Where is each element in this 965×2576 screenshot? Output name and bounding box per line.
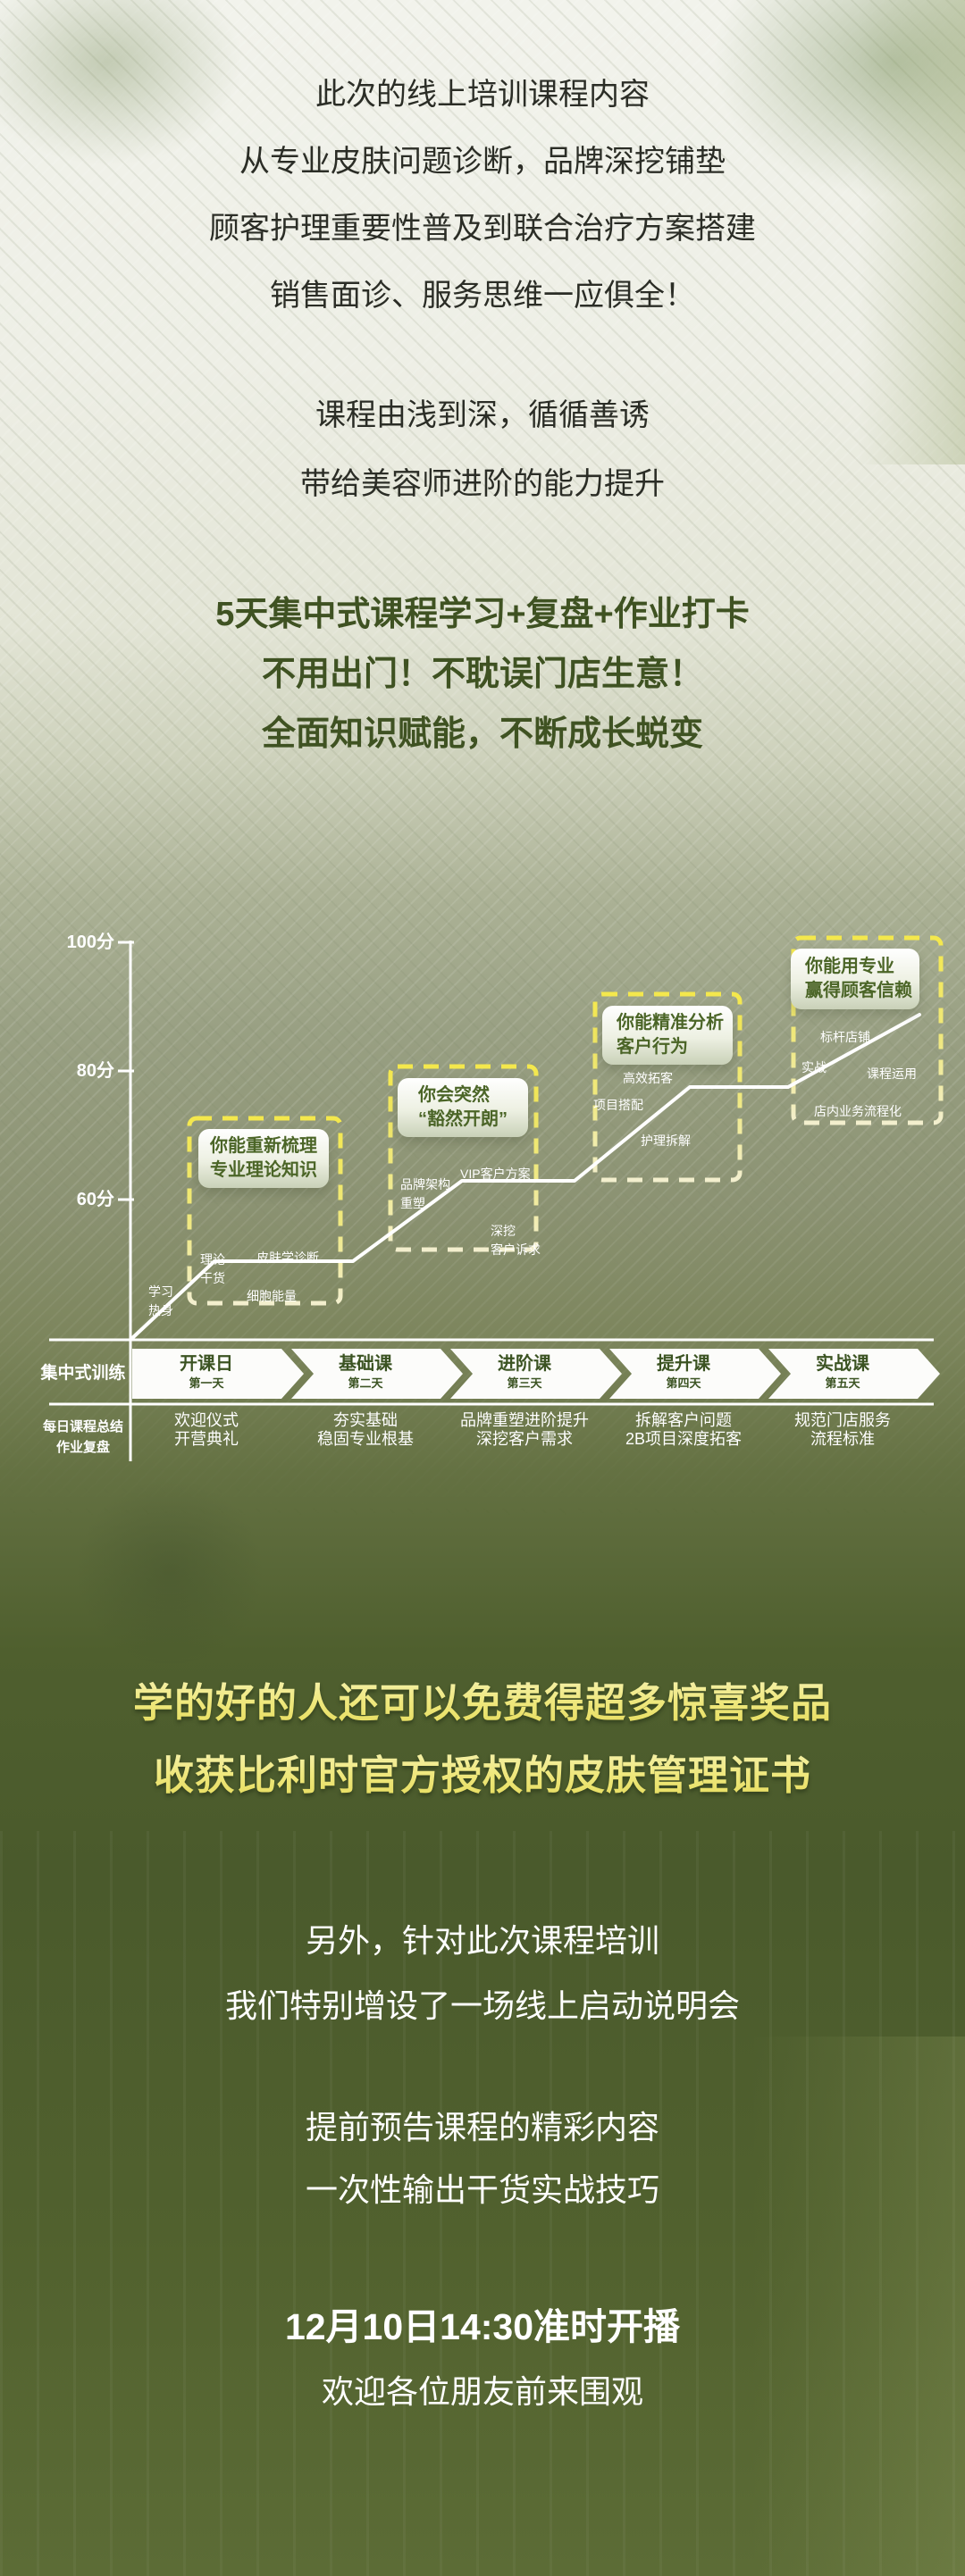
milestone-box-2 [388,1064,539,1252]
step-label: 学习 热身 [148,1284,173,1317]
step-label: 皮肤学诊断 [256,1250,319,1265]
chevron-day-4 [609,1349,781,1399]
stage-desc-1: 欢迎仪式 开营典礼 [174,1411,239,1448]
stage-day-5: 第五天 [825,1376,860,1390]
rewards-headline: 学的好的人还可以免费得超多惊喜奖品 收获比利时官方授权的皮肤管理证书 [0,1667,965,1811]
milestone-box-1 [187,1116,343,1306]
rewards-line: 学的好的人还可以免费得超多惊喜奖品 [0,1667,965,1739]
stage-day-4: 第四天 [666,1376,701,1390]
stage-desc-5: 规范门店服务 流程标准 [794,1411,891,1448]
step-label: VIP客户方案 [460,1167,531,1181]
stage-name-5: 实战课 [816,1354,869,1374]
stage-name-1: 开课日 [180,1354,233,1374]
stage-desc-3: 品牌重塑进阶提升 深挖客户需求 [460,1411,589,1448]
step-label: 护理拆解 [641,1133,691,1148]
stage-name-2: 基础课 [339,1354,392,1374]
growth-step-chart [49,935,944,1461]
outro-line: 我们特别增设了一场线上启动说明会 [224,1987,740,2024]
step-label: 深挖 客户诉求 [491,1224,541,1257]
intro-line: 顾客护理重要性普及到联合治疗方案搭建 [209,212,756,246]
growth-staircase-line [129,1013,921,1342]
outro-line: 另外，针对此次课程培训 [305,1922,659,1959]
milestone-title-2: 你会突然 “豁然开朗” [398,1078,528,1137]
stage-desc-2: 夯实基础 稳固专业根基 [317,1411,414,1448]
milestone-title-3: 你能精准分析 客户行为 [602,1006,733,1065]
intro-highlight-paragraph: 5天集中式课程学习+复盘+作业打卡 不用出门！不耽误门店生意！ 全面知识赋能，不… [0,585,965,765]
live-welcome: 欢迎各位朋友前来围观 [321,2373,643,2410]
live-time: 12月10日14:30准时开播 [284,2306,681,2347]
step-label: 标杆店铺 [820,1030,870,1044]
step-label: 实战 [801,1060,827,1075]
stage-day-3: 第三天 [507,1376,542,1390]
intro-line: 带给美容师进阶的能力提升 [300,467,665,501]
milestone-box-4 [791,935,944,1125]
stage-day-1: 第一天 [189,1376,224,1390]
intro-line: 课程由浅到深，循循善诱 [315,398,650,432]
watermark-blob [45,1447,295,1697]
highlight-line: 全面知识赋能，不断成长蜕变 [261,715,703,753]
highlight-line: 5天集中式课程学习+复盘+作业打卡 [215,596,750,633]
chevron-day-5 [768,1349,940,1399]
step-label: 品牌架构 重塑 [400,1177,450,1210]
chevron-day-1 [132,1349,304,1399]
outro-paragraph-2: 提前预告课程的精彩内容 一次性输出干货实战技巧 [0,2096,965,2221]
rewards-line: 收获比利时官方授权的皮肤管理证书 [0,1739,965,1811]
step-label: 店内业务流程化 [814,1104,902,1118]
chevron-day-3 [450,1349,622,1399]
timeline-row1-label: 集中式训练 [40,1364,126,1383]
milestone-title-4: 你能用专业 赢得顾客信赖 [791,949,919,1009]
intro-line: 从专业皮肤问题诊断，品牌深挖铺垫 [239,145,726,179]
outro-line: 一次性输出干货实战技巧 [305,2171,659,2208]
step-label: 理论 干货 [200,1252,225,1285]
intro-paragraph-2: 课程由浅到深，循循善诱 带给美容师进阶的能力提升 [0,381,965,519]
stage-day-2: 第二天 [348,1376,383,1390]
milestone-box-3 [592,991,743,1183]
chevron-day-2 [291,1349,463,1399]
stage-name-3: 进阶课 [498,1354,551,1374]
y-tick-label-60: 60分 [76,1190,114,1209]
intro-line: 销售面诊、服务思维一应俱全！ [270,279,695,313]
stage-desc-4: 拆解客户问题 2B项目深度拓客 [625,1411,743,1448]
highlight-line: 不用出门！不耽误门店生意！ [261,656,703,693]
step-label: 课程运用 [867,1066,917,1081]
step-label: 细胞能量 [247,1289,297,1303]
y-tick-label-100: 100分 [66,933,114,952]
stage-name-4: 提升课 [657,1354,710,1374]
outro-line: 提前预告课程的精彩内容 [305,2109,659,2145]
intro-paragraph-1: 此次的线上培训课程内容 从专业皮肤问题诊断，品牌深挖铺垫 顾客护理重要性普及到联… [0,62,965,330]
y-tick-label-80: 80分 [76,1061,114,1081]
milestone-title-1: 你能重新梳理 专业理论知识 [198,1129,329,1188]
intro-line: 此次的线上培训课程内容 [315,78,650,112]
outro-paragraph-1: 另外，针对此次课程培训 我们特别增设了一场线上启动说明会 [0,1908,965,2038]
step-label: 高效拓客 [623,1071,673,1085]
step-label: 项目搭配 [593,1098,643,1112]
timeline-row2-label: 每日课程总结 作业复盘 [42,1419,123,1455]
